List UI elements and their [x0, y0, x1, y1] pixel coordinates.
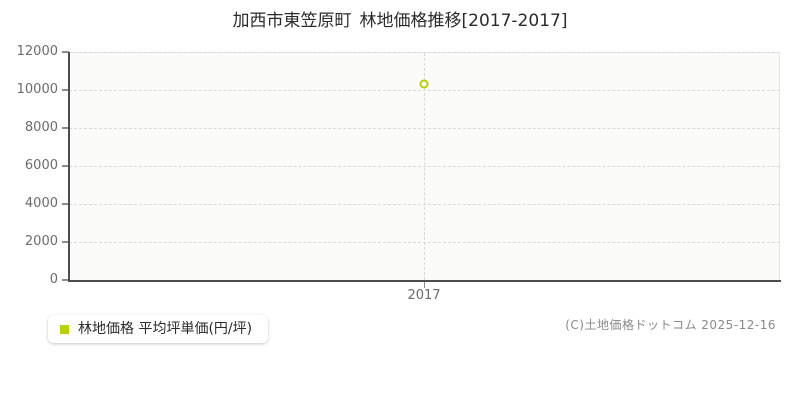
- gridline-vertical: [424, 53, 425, 280]
- y-axis-label-wrap: 4000: [0, 197, 58, 210]
- y-axis-tick: [62, 89, 69, 91]
- x-axis-line: [68, 280, 781, 282]
- y-axis-label-wrap: 2000: [0, 235, 58, 248]
- y-axis-label: 10000: [16, 82, 58, 97]
- y-axis-tick: [62, 203, 69, 205]
- gridline-horizontal: [69, 52, 780, 53]
- chart-title-series: 林地価格推移[2017-2017]: [359, 11, 568, 31]
- legend-label: 林地価格 平均坪単価(円/坪): [78, 321, 253, 337]
- y-axis-label: 12000: [16, 44, 58, 59]
- y-axis-tick: [62, 279, 69, 281]
- y-axis-label: 2000: [24, 234, 58, 249]
- chart-legend[interactable]: 林地価格 平均坪単価(円/坪): [48, 315, 269, 343]
- chart-title: 加西市東笠原町 林地価格推移[2017-2017]: [0, 10, 800, 32]
- x-axis-label: 2017: [407, 288, 441, 303]
- chart-title-location: 加西市東笠原町: [232, 11, 352, 31]
- y-axis-tick: [62, 241, 69, 243]
- y-axis-line: [68, 52, 70, 281]
- x-axis-tick: [424, 281, 425, 288]
- y-axis-label: 6000: [24, 158, 58, 173]
- y-axis-label-wrap: 10000: [0, 83, 58, 96]
- y-axis-label-wrap: 0: [0, 273, 58, 286]
- y-axis-label-wrap: 6000: [0, 159, 58, 172]
- y-axis-label-wrap: 8000: [0, 121, 58, 134]
- y-axis-label: 4000: [24, 196, 58, 211]
- legend-swatch-icon: [60, 324, 69, 334]
- y-axis-label: 8000: [24, 120, 58, 135]
- data-point[interactable]: [419, 79, 429, 89]
- y-axis-tick: [62, 127, 69, 129]
- y-axis-tick: [62, 165, 69, 167]
- y-axis-label: 0: [49, 272, 58, 287]
- y-axis-tick: [62, 51, 69, 53]
- y-axis-label-wrap: 12000: [0, 45, 58, 58]
- copyright-credit: (C)土地価格ドットコム 2025-12-16: [565, 318, 776, 332]
